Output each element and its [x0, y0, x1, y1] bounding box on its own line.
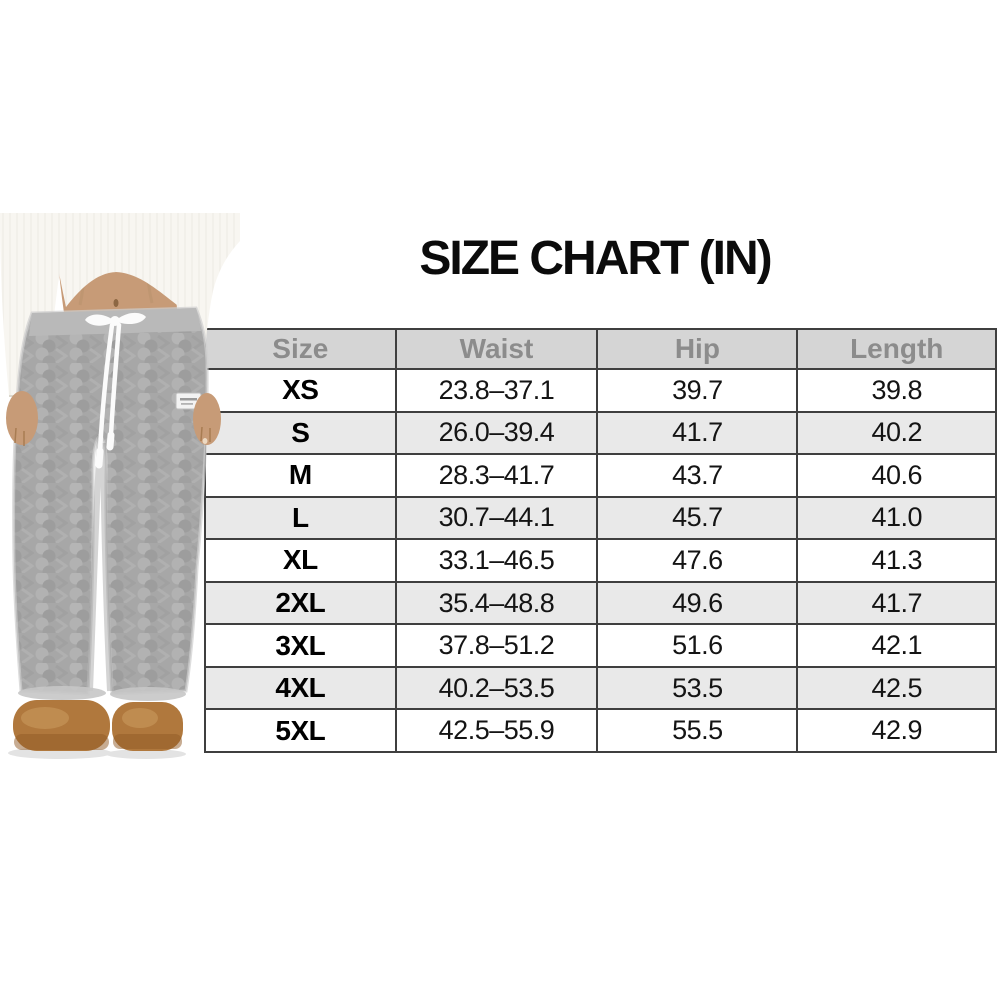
size-label: 4XL	[204, 665, 397, 711]
measurement-value: 41.3	[796, 538, 997, 583]
crop-top-rib-texture	[50, 213, 186, 307]
measurement-value: 39.7	[596, 368, 799, 413]
bow-loop-right	[115, 312, 146, 325]
measurement-value: 45.7	[596, 495, 799, 541]
table-row-4xl: 4XL 40.2–53.5 53.5 42.5	[204, 665, 997, 711]
cord-right	[108, 322, 122, 438]
size-label: 3XL	[204, 623, 397, 668]
right-boot-shadow	[106, 749, 186, 759]
right-boot-sole	[113, 734, 182, 749]
measurement-value: 35.4–48.8	[394, 580, 599, 626]
model-photo-svg	[0, 213, 240, 759]
column-header-waist: Waist	[394, 328, 599, 370]
size-label: XS	[204, 368, 397, 413]
fingernail	[202, 438, 208, 444]
table-row-m: M 28.3–41.7 43.7 40.6	[204, 453, 997, 498]
right-hand	[193, 393, 221, 445]
column-header-hip: Hip	[596, 328, 799, 370]
size-chart-table: Size Waist Hip Length XS 23.8–37.1 39.7 39.8 S 2…	[204, 328, 997, 753]
table-row-l: L 30.7–44.1 45.7 41.0	[204, 495, 997, 541]
left-finger-lines	[14, 427, 25, 446]
measurement-value: 55.5	[596, 708, 799, 753]
table-row-5xl: 5XL 42.5–55.9 55.5 42.9	[204, 708, 997, 753]
measurement-value: 47.6	[596, 538, 799, 583]
header-row: Size Waist Hip Length	[204, 328, 997, 370]
table-body: XS 23.8–37.1 39.7 39.8 S 26.0–39.4 41.7 40.2 M 28…	[204, 368, 997, 753]
measurement-value: 28.3–41.7	[394, 453, 599, 498]
right-cuff-fluff	[110, 687, 186, 701]
table-row-xs: XS 23.8–37.1 39.7 39.8	[204, 368, 997, 413]
right-boot-highlight	[122, 708, 158, 728]
size-label: XL	[204, 538, 397, 583]
measurement-value: 41.7	[796, 580, 997, 626]
right-hand-shape	[193, 393, 221, 445]
measurement-value: 42.1	[796, 623, 997, 668]
brand-tag-text-line	[180, 398, 197, 401]
brand-tag-text-line2	[181, 403, 193, 405]
left-boot-sole	[14, 734, 109, 750]
measurement-value: 30.7–44.1	[394, 495, 599, 541]
table-row-3xl: 3XL 37.8–51.2 51.6 42.1	[204, 623, 997, 668]
measurement-value: 42.5–55.9	[394, 708, 599, 753]
left-hand	[6, 391, 38, 446]
size-label: M	[204, 453, 397, 498]
measurement-value: 53.5	[596, 665, 799, 711]
size-label: 5XL	[204, 708, 397, 753]
column-header-length: Length	[796, 328, 997, 370]
measurement-value: 42.9	[796, 708, 997, 753]
measurement-value: 43.7	[596, 453, 799, 498]
table-row-2xl: 2XL 35.4–48.8 49.6 41.7	[204, 580, 997, 626]
left-hand-shape	[6, 391, 38, 445]
column-header-size: Size	[204, 328, 397, 370]
product-photo	[0, 213, 240, 763]
measurement-value: 49.6	[596, 580, 799, 626]
page-title: SIZE CHART (IN)	[419, 232, 772, 285]
fleece-texture	[13, 308, 208, 694]
navel	[113, 299, 119, 307]
measurement-value: 40.6	[796, 453, 997, 498]
measurement-value: 40.2	[796, 410, 997, 456]
measurement-value: 37.8–51.2	[394, 623, 599, 668]
measurement-value: 23.8–37.1	[394, 368, 599, 413]
measurement-value: 51.6	[596, 623, 799, 668]
left-cuff-fluff	[18, 686, 106, 700]
measurement-value: 39.8	[796, 368, 997, 413]
measurement-value: 41.0	[796, 495, 997, 541]
left-sleeve-rib	[0, 213, 68, 396]
left-boot-highlight	[21, 707, 69, 729]
right-finger-lines	[200, 426, 211, 442]
measurement-value: 41.7	[596, 410, 799, 456]
measurement-value: 42.5	[796, 665, 997, 711]
cord-left-aglet	[95, 447, 104, 469]
size-label: L	[204, 495, 397, 541]
bow-loop-left	[85, 314, 115, 326]
measurement-value: 40.2–53.5	[394, 665, 599, 711]
table-row-s: S 26.0–39.4 41.7 40.2	[204, 410, 997, 456]
cord-right-aglet	[106, 431, 115, 451]
cord-left	[97, 322, 115, 454]
measurement-value: 26.0–39.4	[394, 410, 599, 456]
measurement-value: 33.1–46.5	[394, 538, 599, 583]
size-label: 2XL	[204, 580, 397, 626]
drawstring-cords	[95, 322, 122, 469]
table-row-xl: XL 33.1–46.5 47.6 41.3	[204, 538, 997, 583]
size-label: S	[204, 410, 397, 456]
